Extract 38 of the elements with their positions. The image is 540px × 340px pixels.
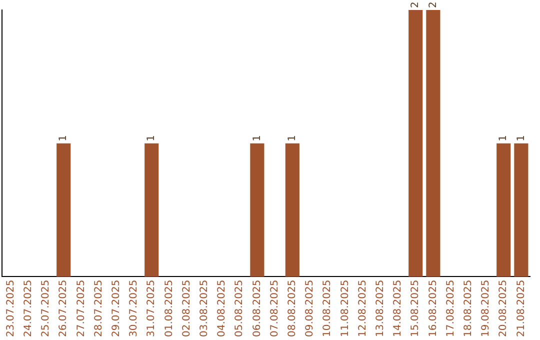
x-tick-label: 10.08.2025: [322, 280, 334, 338]
x-tick-label: 01.08.2025: [164, 280, 175, 338]
x-tick-label: 15.08.2025: [410, 280, 422, 338]
data-label: 1: [58, 134, 70, 142]
x-tick-label: 07.08.2025: [269, 280, 280, 338]
x-tick-label: 19.08.2025: [480, 280, 492, 338]
x-tick-label: 30.07.2025: [128, 280, 140, 338]
x-tick-label: 18.08.2025: [462, 280, 474, 338]
data-label: 1: [252, 134, 263, 142]
x-tick-label: 05.08.2025: [234, 280, 246, 338]
x-tick-label: 06.08.2025: [252, 280, 263, 338]
x-tick-label: 04.08.2025: [216, 280, 228, 338]
x-tick-label: 09.08.2025: [304, 280, 316, 338]
x-tick-label: 26.07.2025: [58, 280, 70, 338]
x-tick-label: 02.08.2025: [181, 280, 192, 338]
x-tick-label: 27.07.2025: [76, 280, 87, 338]
x-tick-label: 25.07.2025: [40, 280, 52, 338]
data-label: 1: [146, 134, 158, 142]
x-tick-label: 12.08.2025: [357, 280, 368, 338]
x-tick-label: 28.07.2025: [93, 280, 104, 338]
x-tick-label: 24.07.2025: [22, 280, 34, 338]
x-tick-label: 17.08.2025: [445, 280, 456, 338]
data-label: 1: [498, 134, 510, 142]
x-tick-label: 21.08.2025: [516, 280, 527, 338]
x-tick-label: 08.08.2025: [286, 280, 298, 338]
x-tick-label: 03.08.2025: [198, 280, 210, 338]
data-label: 2: [428, 2, 439, 8]
x-tick-label: 31.07.2025: [146, 280, 158, 338]
data-label: 1: [286, 134, 298, 142]
x-tick-label: 29.07.2025: [110, 280, 122, 338]
x-tick-label: 14.08.2025: [392, 280, 404, 338]
x-tick-label: 13.08.2025: [374, 280, 386, 338]
x-tick-label: 23.07.2025: [5, 280, 16, 338]
data-label: 2: [410, 2, 422, 8]
x-tick-label: 11.08.2025: [340, 280, 351, 338]
x-tick-label: 16.08.2025: [428, 280, 439, 338]
x-tick-label: 20.08.2025: [498, 280, 510, 338]
data-label: 1: [516, 134, 527, 142]
